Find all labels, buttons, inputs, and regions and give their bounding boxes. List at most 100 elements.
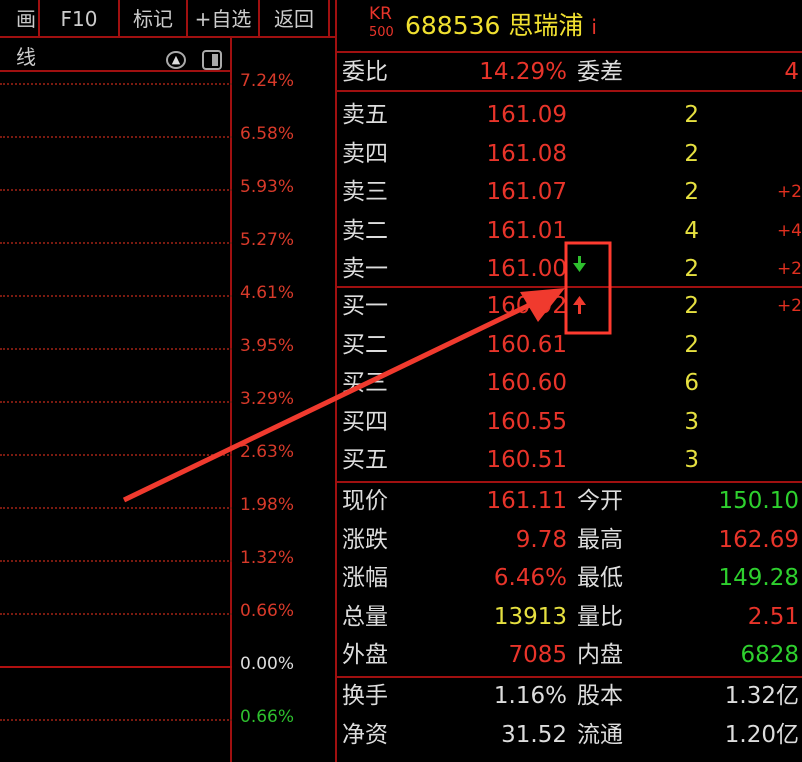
axis-label: 3.95% [240, 336, 295, 356]
axis-label: 3.29% [240, 389, 295, 409]
highlight-box [564, 241, 612, 335]
level-change: +2 [776, 296, 802, 316]
level-label: 卖一 [342, 256, 388, 282]
info-icon[interactable]: i [591, 15, 597, 39]
stat-label: 外盘 [342, 642, 388, 668]
level-label: 买二 [342, 331, 388, 358]
draw-line-button[interactable]: 画线 [0, 0, 40, 69]
panel-toggle-icon[interactable] [202, 50, 222, 70]
axis-label: 5.93% [240, 177, 295, 197]
gridline [0, 719, 232, 721]
arrow-up-icon [573, 296, 586, 314]
bid-row: 买二 160.61 2 [337, 326, 802, 364]
fund-label: 换手 [342, 683, 388, 709]
bid-row: 买五 160.51 3 [337, 441, 802, 479]
kr500-badge: KR 500 [369, 4, 394, 41]
ask-row: 卖一 161.00 2 +2 [337, 250, 802, 288]
fund-value: 1.16% [493, 683, 567, 709]
level-volume: 2 [684, 293, 699, 319]
gridline [0, 613, 232, 615]
axis-label: 0.66% [240, 601, 295, 621]
add-watchlist-button[interactable]: +自选 [188, 0, 260, 38]
stat-row: 现价 161.11 今开 150.10 [337, 482, 802, 520]
level-volume: 2 [684, 256, 699, 282]
back-button[interactable]: 返回 [260, 0, 330, 38]
level-volume: 6 [684, 370, 699, 396]
order-ratio-value: 14.29% [479, 59, 567, 85]
stat-value: 162.69 [718, 526, 799, 553]
level-label: 卖五 [342, 102, 388, 128]
level-price: 160.55 [486, 408, 567, 435]
arrow-down-icon [573, 256, 586, 272]
axis-label: 1.32% [240, 548, 295, 568]
level-label: 买五 [342, 447, 388, 473]
ask-row: 卖五 161.09 2 [337, 96, 802, 134]
fund-value: 1.32亿 [724, 683, 799, 709]
order-ratio-row: 委比 14.29% 委差 4 [337, 53, 802, 91]
bid-row: 买三 160.60 6 [337, 364, 802, 402]
stat-value: 13913 [493, 603, 567, 630]
stat-value: 2.51 [747, 603, 799, 630]
stat-value: 7085 [508, 642, 567, 668]
gridline [0, 189, 232, 191]
stat-label: 涨幅 [342, 565, 388, 591]
stat-row: 总量 13913 量比 2.51 [337, 598, 802, 636]
toolbar: 画线 F10 标记 +自选 返回 [0, 0, 335, 69]
zero-line [0, 666, 232, 668]
gridline [0, 507, 232, 509]
level-volume: 3 [684, 408, 699, 435]
level-label: 卖四 [342, 140, 388, 167]
mark-button[interactable]: 标记 [120, 0, 188, 38]
level-price: 160.51 [486, 447, 567, 473]
axis-label: 2.63% [240, 442, 295, 462]
level-volume: 2 [684, 179, 699, 205]
gridline [0, 560, 232, 562]
level-label: 买一 [342, 293, 388, 319]
level-change: +2 [776, 259, 802, 279]
level-volume: 2 [684, 102, 699, 128]
level-volume: 4 [684, 217, 699, 244]
fund-label: 净资 [342, 722, 388, 748]
fund-value: 1.20亿 [724, 722, 799, 748]
fund-label: 股本 [577, 683, 623, 709]
fund-value: 31.52 [501, 722, 567, 748]
order-diff-value: 4 [784, 59, 799, 85]
fundamental-row: 换手 1.16% 股本 1.32亿 [337, 677, 802, 715]
axis-label: 0.66% [240, 707, 295, 727]
stat-label: 今开 [577, 488, 623, 514]
stat-value: 9.78 [515, 526, 567, 553]
fund-label: 流通 [577, 722, 623, 748]
level-label: 卖三 [342, 179, 388, 205]
level-label: 卖二 [342, 217, 388, 244]
gridline [0, 136, 232, 138]
stat-value: 149.28 [718, 565, 799, 591]
stat-label: 现价 [342, 488, 388, 514]
gridline [0, 348, 232, 350]
level-change: +2 [776, 182, 802, 202]
level-change: +4 [776, 220, 802, 241]
stat-label: 内盘 [577, 642, 623, 668]
f10-button[interactable]: F10 [40, 0, 120, 38]
stat-row: 涨幅 6.46% 最低 149.28 [337, 559, 802, 597]
zoom-up-icon[interactable]: ▲ [166, 51, 186, 69]
fundamental-row: 净资 31.52 流通 1.20亿 [337, 716, 802, 754]
level-volume: 2 [684, 331, 699, 358]
stat-label: 最低 [577, 565, 623, 591]
stock-name: 思瑞浦 [508, 11, 584, 40]
axis-label: 4.61% [240, 283, 295, 303]
stat-value: 6.46% [493, 565, 567, 591]
gridline [0, 295, 232, 297]
stat-label: 总量 [342, 603, 388, 630]
stat-row: 外盘 7085 内盘 6828 [337, 636, 802, 674]
stat-label: 涨跌 [342, 526, 388, 553]
stat-value: 150.10 [718, 488, 799, 514]
gridline [0, 401, 232, 403]
stock-code: 688536 [405, 11, 501, 40]
gridline [0, 83, 232, 85]
stat-value: 6828 [740, 642, 799, 668]
order-ratio-label: 委比 [342, 59, 388, 85]
ask-row: 卖四 161.08 2 [337, 135, 802, 173]
order-diff-label: 委差 [577, 59, 623, 85]
level-price: 161.08 [486, 140, 567, 167]
axis-label: 0.00% [240, 654, 295, 674]
